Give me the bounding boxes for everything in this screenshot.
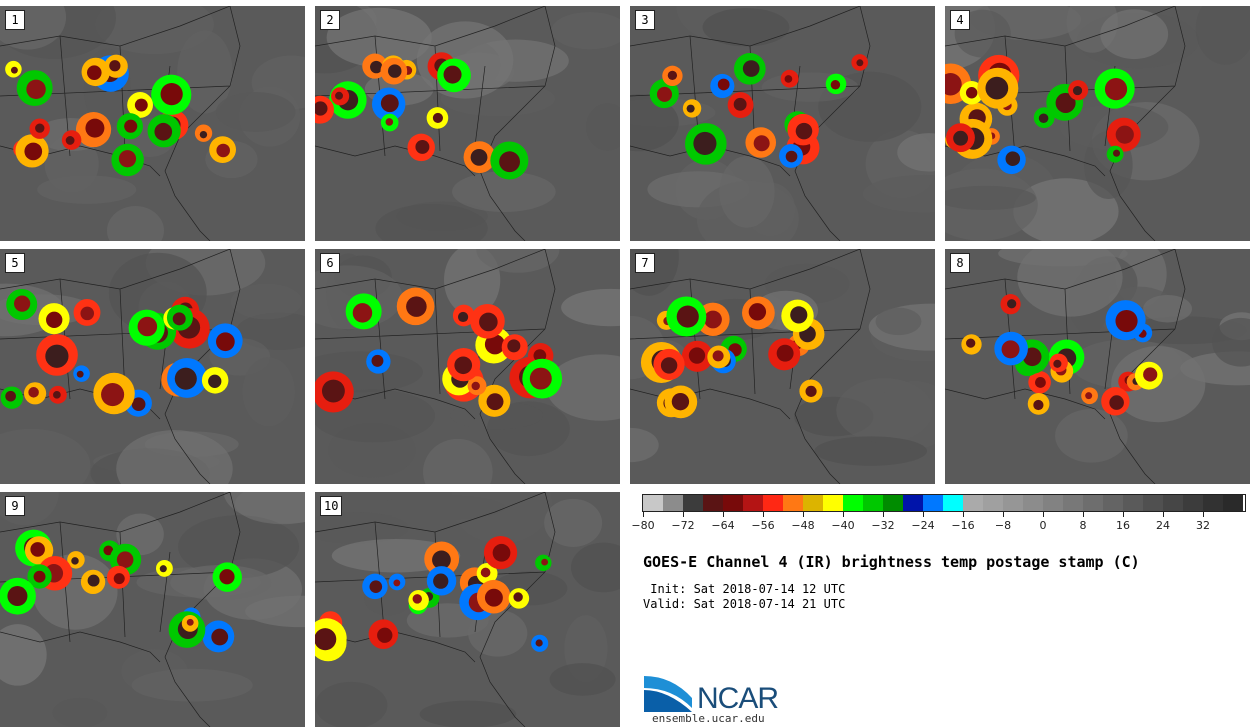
panel-number: 1	[5, 10, 25, 30]
colorbar-swatch	[1143, 495, 1163, 511]
colorbar-ticks: −80 −72 −64 −56 −48 −40 −32 −24 −16 −8 0 8 16 24 32	[631, 512, 1246, 532]
map-graphic	[315, 6, 620, 241]
colorbar-swatch	[1103, 495, 1123, 511]
map-panel-8: 8	[945, 249, 1250, 484]
map-panel-7: 7	[630, 249, 935, 484]
map-panel-6: 6	[315, 249, 620, 484]
colorbar-tick-label: −8	[994, 519, 1012, 532]
colorbar-swatch	[743, 495, 763, 511]
colorbar-swatch	[803, 495, 823, 511]
colorbar-swatch	[783, 495, 803, 511]
panel-number: 2	[320, 10, 340, 30]
map-graphic	[945, 6, 1250, 241]
panel-number: 4	[950, 10, 970, 30]
map-panel-9: 9	[0, 492, 305, 727]
colorbar-swatch	[983, 495, 1003, 511]
colorbar-swatch	[703, 495, 723, 511]
colorbar-tick-label: 16	[1116, 519, 1130, 532]
colorbar-tick	[1083, 512, 1084, 517]
colorbar-tick-label: 24	[1156, 519, 1170, 532]
panel-number: 5	[5, 253, 25, 273]
colorbar-swatch	[963, 495, 983, 511]
colorbar-tick	[1163, 512, 1164, 517]
ncar-wordmark: NCAR	[697, 682, 779, 715]
colorbar-swatch	[1023, 495, 1043, 511]
colorbar-swatch	[1083, 495, 1103, 511]
colorbar-tick	[803, 512, 804, 517]
colorbar-swatch	[883, 495, 903, 511]
map-graphic	[945, 249, 1250, 484]
map-graphic	[315, 492, 620, 727]
ncar-logo-icon	[644, 676, 692, 712]
colorbar-swatch	[1223, 495, 1243, 511]
colorbar-tick	[1203, 512, 1204, 517]
colorbar-tick-label: −32	[871, 519, 895, 532]
colorbar-tick-label: 0	[1039, 519, 1047, 532]
map-panel-2: 2	[315, 6, 620, 241]
colorbar-swatch	[723, 495, 743, 511]
colorbar-tick	[763, 512, 764, 517]
colorbar-tick-label: 8	[1079, 519, 1087, 532]
valid-time: Valid: Sat 2018-07-14 21 UTC	[643, 597, 846, 611]
colorbar-swatch	[1183, 495, 1203, 511]
map-panel-4: 4	[945, 6, 1250, 241]
figure-title: GOES-E Channel 4 (IR) brightness temp po…	[643, 553, 1140, 571]
colorbar-swatch	[863, 495, 883, 511]
colorbar-tick-label: −24	[911, 519, 935, 532]
colorbar-tick-label: −56	[751, 519, 775, 532]
colorbar-tick	[923, 512, 924, 517]
panel-number: 8	[950, 253, 970, 273]
ncar-url: ensemble.ucar.edu	[652, 712, 765, 725]
colorbar-tick	[1123, 512, 1124, 517]
colorbar-swatch	[1123, 495, 1143, 511]
colorbar-swatch	[1003, 495, 1023, 511]
colorbar-swatch	[943, 495, 963, 511]
colorbar-swatch	[1203, 495, 1223, 511]
colorbar-tick-label: −40	[831, 519, 855, 532]
map-graphic	[315, 249, 620, 484]
colorbar-tick-label: 32	[1196, 519, 1210, 532]
colorbar-swatch	[923, 495, 943, 511]
init-time: Init: Sat 2018-07-14 12 UTC	[643, 582, 846, 596]
colorbar-swatch	[1043, 495, 1063, 511]
panel-number: 9	[5, 496, 25, 516]
colorbar-tick	[1043, 512, 1044, 517]
map-panel-5: 5	[0, 249, 305, 484]
colorbar	[642, 494, 1246, 512]
map-graphic	[0, 249, 305, 484]
colorbar-swatch	[763, 495, 783, 511]
map-graphic	[0, 6, 305, 241]
colorbar-swatch	[643, 495, 663, 511]
map-graphic	[630, 6, 935, 241]
colorbar-swatch	[903, 495, 923, 511]
colorbar-tick-label: −48	[791, 519, 815, 532]
map-graphic	[630, 249, 935, 484]
colorbar-swatch	[1163, 495, 1183, 511]
colorbar-swatch	[1063, 495, 1083, 511]
panel-number: 7	[635, 253, 655, 273]
colorbar-tick	[843, 512, 844, 517]
colorbar-tick-label: −72	[671, 519, 695, 532]
colorbar-tick-label: −16	[951, 519, 975, 532]
panel-number: 6	[320, 253, 340, 273]
colorbar-tick	[683, 512, 684, 517]
map-panel-3: 3	[630, 6, 935, 241]
colorbar-tick-label: −64	[711, 519, 735, 532]
colorbar-tick	[643, 512, 644, 517]
colorbar-tick	[1003, 512, 1004, 517]
map-graphic	[0, 492, 305, 727]
colorbar-swatch	[683, 495, 703, 511]
colorbar-swatch	[823, 495, 843, 511]
colorbar-tick-label: −80	[631, 519, 655, 532]
colorbar-swatch	[843, 495, 863, 511]
colorbar-legend: −80 −72 −64 −56 −48 −40 −32 −24 −16 −8 0 8 16 24 32	[631, 494, 1246, 532]
map-panel-10: 10	[315, 492, 620, 727]
panel-number: 3	[635, 10, 655, 30]
colorbar-swatch	[663, 495, 683, 511]
colorbar-tick	[883, 512, 884, 517]
panel-number: 10	[320, 496, 343, 516]
map-panel-1: 1	[0, 6, 305, 241]
colorbar-tick	[963, 512, 964, 517]
colorbar-tick	[723, 512, 724, 517]
